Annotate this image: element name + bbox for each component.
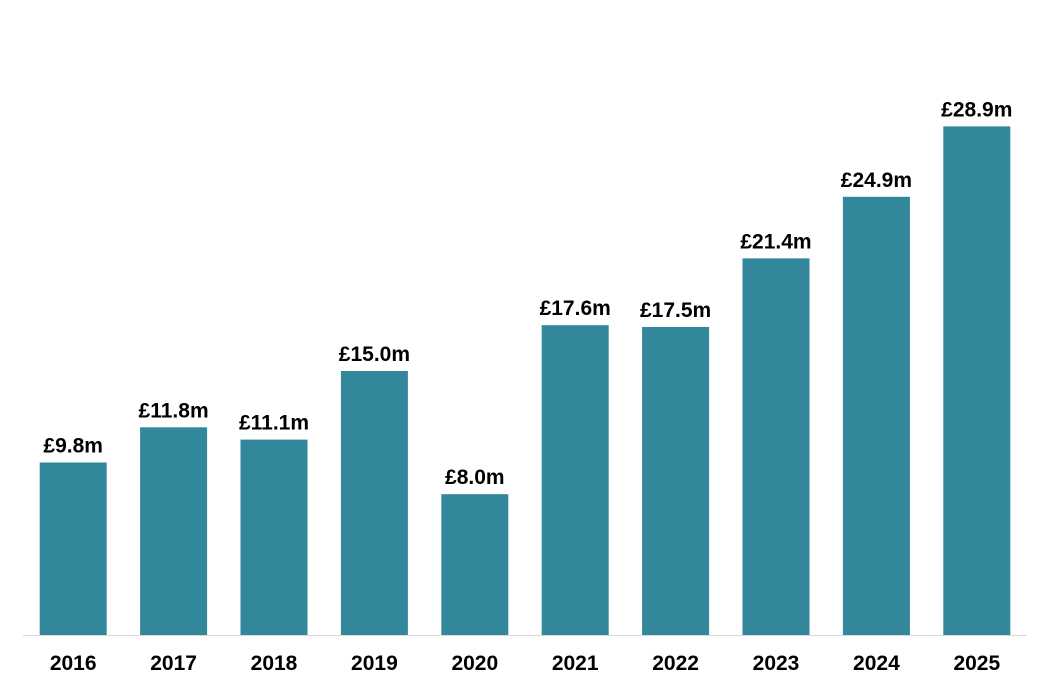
data-label-2019: £15.0m: [339, 343, 410, 366]
x-tick-label-2024: 2024: [853, 652, 900, 675]
bar-2023: [742, 258, 810, 635]
bar-2024: [842, 196, 910, 636]
data-label-2021: £17.6m: [540, 297, 611, 320]
data-label-2023: £21.4m: [740, 230, 811, 253]
bar-2025: [943, 126, 1011, 636]
bar-2016: [39, 462, 107, 635]
x-tick-label-2018: 2018: [251, 652, 298, 675]
bar-2021: [541, 325, 609, 635]
x-tick-label-2017: 2017: [150, 652, 197, 675]
x-tick-label-2021: 2021: [552, 652, 599, 675]
data-label-2020: £8.0m: [445, 466, 505, 489]
data-label-2018: £11.1m: [239, 412, 309, 435]
x-tick-label-2023: 2023: [753, 652, 800, 675]
bar-2018: [240, 439, 308, 635]
bar-2020: [441, 494, 509, 635]
bar-2017: [140, 427, 208, 635]
x-tick-label-2016: 2016: [50, 652, 97, 675]
x-tick-label-2020: 2020: [451, 652, 498, 675]
data-label-2017: £11.8m: [139, 399, 209, 422]
x-tick-labels-layer: 2016 2017 2018 2019 2020 2021 2022 2023 2024 2025: [50, 652, 1001, 675]
x-tick-label-2019: 2019: [351, 652, 398, 675]
data-label-2022: £17.5m: [640, 299, 711, 322]
data-labels-layer: £9.8m £11.8m £11.1m £15.0m £8.0m £17.6m £17.5m…: [43, 98, 1012, 489]
bar-2022: [642, 327, 710, 635]
data-label-2025: £28.9m: [941, 98, 1012, 121]
x-tick-label-2025: 2025: [953, 652, 1000, 675]
bar-2019: [340, 371, 408, 635]
bars-layer: [39, 126, 1011, 636]
data-label-2024: £24.9m: [841, 169, 912, 192]
data-label-2016: £9.8m: [43, 435, 103, 458]
x-tick-label-2022: 2022: [652, 652, 699, 675]
